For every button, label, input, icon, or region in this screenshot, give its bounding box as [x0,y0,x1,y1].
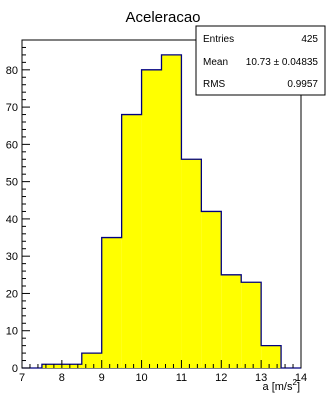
y-tick-label: 70 [6,102,18,114]
x-tick-label: 14 [295,372,307,384]
stats-label-entries: Entries [203,34,234,45]
histogram-outline [22,54,301,369]
y-tick-label: 20 [6,288,18,300]
x-tick-label: 13 [255,372,267,384]
y-tick-label: 10 [6,326,18,338]
stats-label-rms: RMS [203,79,226,90]
stats-value-entries: 425 [301,34,318,45]
histogram-bar [141,69,162,369]
histogram-bar [201,211,222,368]
chart-title: Aceleracao [125,9,200,26]
y-tick-label: 80 [6,65,18,77]
histogram-bar [41,364,62,368]
x-axis-label-tail: ] [297,381,300,393]
histogram-bar [61,364,82,368]
histogram-bar [101,237,122,368]
histogram-bar [221,274,242,368]
x-axis-label-base: a [m/s [263,381,293,393]
y-tick-label: 30 [6,251,18,263]
histogram-bars [41,54,282,369]
y-tick-label: 50 [6,177,18,189]
stats-value-rms: 0.9957 [287,79,318,90]
histogram-bar [261,345,282,368]
histogram-bar [81,353,102,368]
x-tick-label: 12 [215,372,227,384]
axes: 0 10 20 30 40 50 60 70 80 7 8 9 10 11 12 13 14 [6,39,307,384]
stats-value-mean: 10.73 ± 0.04835 [246,57,319,68]
x-tick-label: 11 [176,372,187,384]
y-tick-label: 40 [6,214,18,226]
histogram-bar [181,159,202,368]
stats-box-frame [195,25,326,96]
x-axis-label-sup: 2 [292,378,297,387]
x-tick-label: 8 [59,372,65,384]
stats-label-mean: Mean [203,57,228,68]
x-axis-label: a [m/s2] [263,378,300,393]
histogram-bar [161,54,182,369]
y-tick-label: 0 [12,363,18,375]
x-tick-label: 7 [19,372,25,384]
y-tick-label: 60 [6,139,18,151]
histogram-bar [241,282,262,368]
histogram-bar [121,114,142,368]
x-tick-label: 9 [99,372,105,384]
stats-box: Entries 425 Mean 10.73 ± 0.04835 RMS 0.9… [195,25,326,96]
x-tick-label: 10 [135,372,147,384]
